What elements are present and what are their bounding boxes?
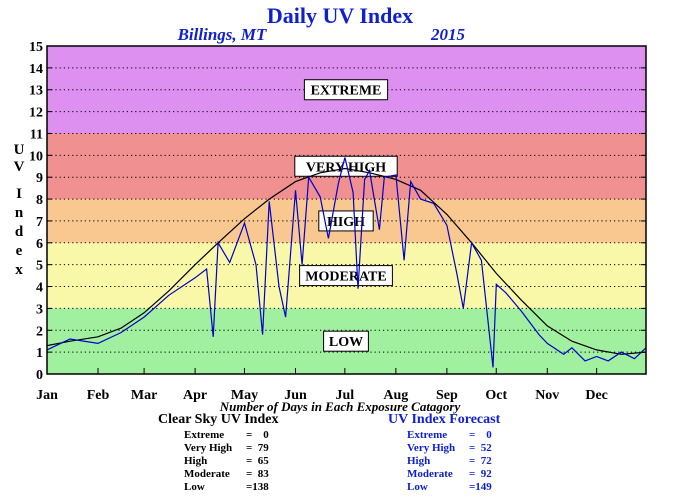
y-tick-label: 7 <box>36 215 43 230</box>
series-line-forecast <box>46 157 647 368</box>
table-row-value: = 0 <box>469 429 492 441</box>
table-row: Extreme = 0 <box>407 429 500 442</box>
x-tick-label: Oct <box>485 388 507 403</box>
y-tick-label: 11 <box>30 127 43 142</box>
y-tick-label: 10 <box>29 149 43 164</box>
y-axis-label-char: U <box>14 142 25 158</box>
chart-title: Daily UV Index <box>267 3 413 28</box>
table-row-label: Very High <box>184 442 233 454</box>
y-axis-label-char: x <box>15 262 23 278</box>
category-label: EXTREME <box>311 84 382 99</box>
category-label: MODERATE <box>305 270 386 285</box>
y-tick-label: 13 <box>29 84 43 99</box>
table-row: Very High = 52 <box>407 442 500 455</box>
table-row: Low =149 <box>407 481 500 494</box>
x-axis-note: Number of Days in Each Exposure Catagory <box>219 399 461 414</box>
x-tick-label: Mar <box>131 388 157 403</box>
table-row-label: Extreme <box>407 429 448 441</box>
x-tick-label: Jun <box>284 388 307 403</box>
forecast-table: UV Index Forecast Extreme = 0 Very High = 5… <box>388 412 500 494</box>
y-tick-label: 5 <box>36 259 43 274</box>
x-tick-label: Sep <box>436 388 458 403</box>
forecast-table-title: UV Index Forecast <box>388 412 501 427</box>
table-row-label: High <box>184 455 208 467</box>
category-label: LOW <box>329 335 363 350</box>
y-tick-label: 14 <box>29 62 43 77</box>
y-tick-label: 8 <box>36 193 43 208</box>
table-row-value: =149 <box>469 481 492 493</box>
y-axis-label-char: n <box>15 205 24 221</box>
table-row-label: Low <box>184 481 205 493</box>
table-row: Extreme = 0 <box>184 429 278 442</box>
category-box <box>303 79 389 101</box>
plot-frame <box>46 45 647 375</box>
table-row: Low =138 <box>184 481 278 494</box>
table-row-label: Very High <box>407 442 456 454</box>
x-tick-label: Jan <box>36 388 58 403</box>
table-row-value: =138 <box>246 481 269 493</box>
y-axis-label-char: d <box>15 224 24 240</box>
x-tick-label: Dec <box>585 388 608 403</box>
y-axis-label-char: I <box>16 186 22 202</box>
table-row-label: Low <box>407 481 428 493</box>
y-tick-label: 0 <box>36 368 43 383</box>
table-row-value: = 83 <box>246 468 269 480</box>
category-label: HIGH <box>327 215 365 230</box>
y-axis-label-char: e <box>16 243 23 259</box>
chart-subtitle-location: Billings, MT <box>177 25 267 44</box>
series-line-clear-sky <box>46 167 647 355</box>
y-tick-label: 4 <box>36 281 43 296</box>
y-axis-label-char: V <box>14 159 25 175</box>
y-tick-label: 2 <box>36 324 43 339</box>
x-tick-label: Apr <box>183 388 207 403</box>
y-tick-label: 15 <box>29 40 43 55</box>
table-row-label: High <box>407 455 431 467</box>
table-row-value: = 65 <box>246 455 269 467</box>
table-row: Moderate = 92 <box>407 468 500 481</box>
clear-sky-table: Clear Sky UV Index Extreme = 0 Very High = … <box>158 412 278 494</box>
table-row-value: = 79 <box>246 442 269 454</box>
y-tick-label: 1 <box>36 346 43 361</box>
table-row-label: Moderate <box>407 468 453 480</box>
table-row: Moderate = 83 <box>184 468 278 481</box>
x-tick-label: Aug <box>383 388 408 403</box>
table-row: Very High = 79 <box>184 442 278 455</box>
table-row-label: Extreme <box>184 429 225 441</box>
y-tick-label: 3 <box>36 302 43 317</box>
table-row: High = 72 <box>407 455 500 468</box>
category-box <box>294 155 398 177</box>
table-row-label: Moderate <box>184 468 230 480</box>
table-row-value: = 0 <box>246 429 269 441</box>
x-tick-label: May <box>231 388 258 403</box>
clear-sky-table-title: Clear Sky UV Index <box>158 412 279 427</box>
y-tick-label: 6 <box>36 237 43 252</box>
x-tick-label: Nov <box>535 388 559 403</box>
table-row-value: = 72 <box>469 455 492 467</box>
category-box <box>299 265 393 287</box>
category-box <box>323 330 369 352</box>
table-row: High = 65 <box>184 455 278 468</box>
y-tick-label: 9 <box>36 171 43 186</box>
chart-subtitle-year: 2015 <box>430 25 466 44</box>
table-row-value: = 92 <box>469 468 492 480</box>
y-tick-label: 12 <box>29 106 43 121</box>
x-tick-label: Jul <box>336 388 355 403</box>
table-row-value: = 52 <box>469 442 492 454</box>
x-tick-label: Feb <box>87 388 110 403</box>
